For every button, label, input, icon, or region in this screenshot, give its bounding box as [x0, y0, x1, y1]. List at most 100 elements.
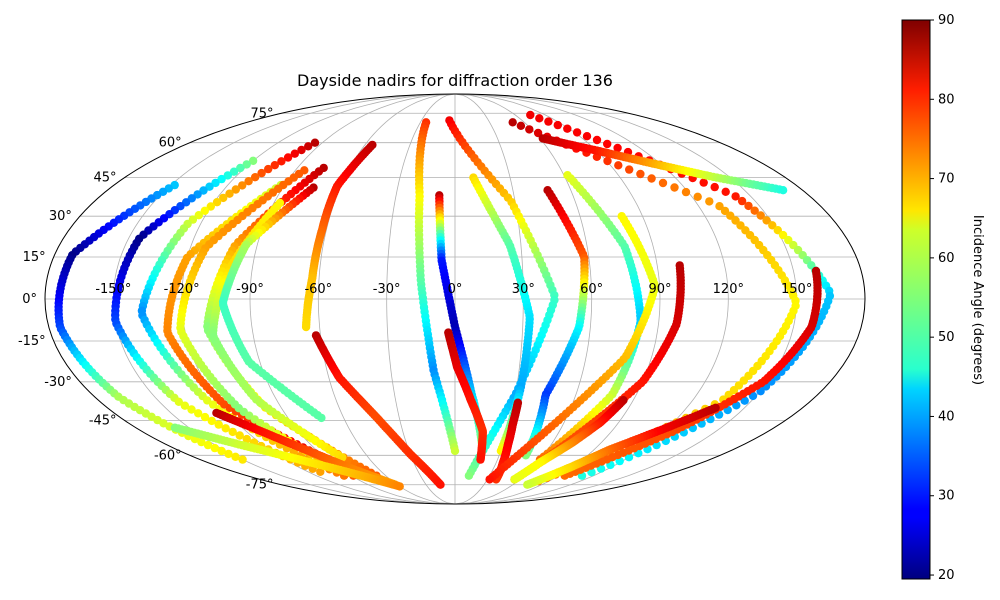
longitude-tick-label: -150° [95, 282, 131, 297]
nadir-point [553, 120, 562, 130]
nadir-point [744, 201, 753, 211]
colorbar-label: Incidence Angle (degrees) [970, 215, 985, 385]
nadir-point [270, 161, 279, 170]
colorbar-ticks: 20 30 40 50 60 70 80 90 [930, 13, 955, 583]
nadir-point [194, 409, 203, 418]
nadir-point [603, 139, 612, 149]
nadir-point [773, 226, 782, 235]
longitude-tick-label: 150° [781, 282, 812, 297]
nadir-point [242, 160, 251, 169]
nadir-point [525, 125, 534, 134]
nadir-point [636, 169, 645, 179]
colorbar-tick-label: 30 [938, 489, 955, 504]
nadir-point [206, 202, 215, 211]
nadir-point [592, 135, 602, 145]
nadir-point [214, 420, 223, 429]
data-points [54, 110, 835, 491]
nadir-point [304, 142, 313, 151]
nadir-point [737, 196, 747, 206]
nadir-point [225, 189, 234, 198]
nadir-point [485, 475, 494, 484]
colorbar-tick-label: 80 [938, 92, 955, 107]
nadir-point [217, 174, 226, 184]
nadir-point [587, 468, 596, 477]
nadir-point [533, 128, 543, 138]
nadir-point [670, 183, 679, 192]
nadir-point [624, 453, 634, 462]
nadir-point [301, 322, 311, 332]
latitude-tick-label: 45° [94, 171, 117, 186]
nadir-point [200, 412, 210, 422]
nadir-point [242, 434, 251, 444]
nadir-point [180, 401, 190, 410]
nadir-point [223, 171, 232, 180]
colorbar-tick-label: 70 [938, 172, 955, 187]
nadir-point [228, 427, 237, 437]
colorbar-tick-label: 60 [938, 251, 955, 266]
longitude-tick-label: 60° [580, 282, 603, 297]
nadir-point [614, 161, 623, 170]
nadir-point [647, 174, 656, 183]
latitude-tick-label: 0° [22, 292, 37, 307]
latitude-tick-label: -60° [154, 448, 182, 463]
longitude-tick-label: 120° [713, 282, 744, 297]
nadir-point [217, 446, 226, 456]
nadir-point [203, 396, 212, 405]
nadir-point [762, 216, 771, 225]
nadir-point [705, 197, 714, 206]
nadir-point [207, 416, 216, 426]
longitude-tick-labels: -150° -120° -90° -60° -30° 0° 30° 60° 90° 120° 150… [95, 282, 812, 297]
nadir-point [508, 118, 517, 127]
nadir-point [778, 230, 788, 240]
nadir-point [693, 192, 702, 201]
nadir-point [731, 192, 740, 201]
latitude-tick-labels: 75° 60° 45° 30° 15° 0° -15° -30° -45° -60° -75° [18, 106, 274, 492]
nadir-point [264, 164, 273, 174]
nadir-point [721, 187, 730, 196]
nadir-point [244, 177, 253, 186]
nadir-point [563, 124, 572, 133]
nadir-point [224, 449, 233, 459]
nadir-point [710, 182, 719, 192]
nadir-point [778, 186, 788, 195]
nadir-point [238, 181, 247, 190]
nadir-point [174, 397, 183, 406]
nadir-point [238, 455, 247, 464]
nadir-point [750, 206, 759, 215]
nadir-point [236, 163, 245, 173]
nadir-point [603, 156, 612, 166]
nadir-point [248, 156, 258, 165]
latitude-tick-label: 30° [49, 209, 72, 224]
nadir-point [535, 114, 544, 123]
nadir-point [211, 178, 220, 188]
latitude-tick-label: 60° [159, 136, 182, 151]
nadir-point [613, 143, 622, 153]
longitude-tick-label: -30° [373, 282, 401, 297]
colorbar-tick-label: 40 [938, 409, 955, 424]
nadir-point [476, 455, 485, 464]
nadir-point [395, 482, 404, 491]
nadir-point [197, 437, 206, 447]
nadir-point [450, 446, 460, 456]
nadir-point [277, 157, 286, 166]
nadir-point [297, 145, 306, 155]
nadir-point [250, 173, 260, 182]
nadir-point [510, 475, 519, 484]
nadir-point [658, 178, 668, 188]
longitude-tick-label: 0° [448, 282, 463, 297]
nadir-point [231, 452, 240, 461]
nadir-point [231, 185, 240, 194]
chart-title: Dayside nadirs for diffraction order 136 [297, 71, 613, 90]
globe-outline [44, 93, 866, 505]
nadir-point [200, 206, 209, 215]
nadir-point [187, 405, 196, 414]
nadir-point [681, 187, 691, 197]
colorbar-tick-label: 50 [938, 330, 955, 345]
colorbar [901, 19, 931, 580]
nadir-point [194, 211, 203, 220]
nadir-point [205, 182, 214, 191]
latitude-tick-label: -75° [246, 478, 274, 493]
longitude-tick-label: -90° [236, 282, 264, 297]
latitude-tick-label: -45° [89, 413, 117, 428]
